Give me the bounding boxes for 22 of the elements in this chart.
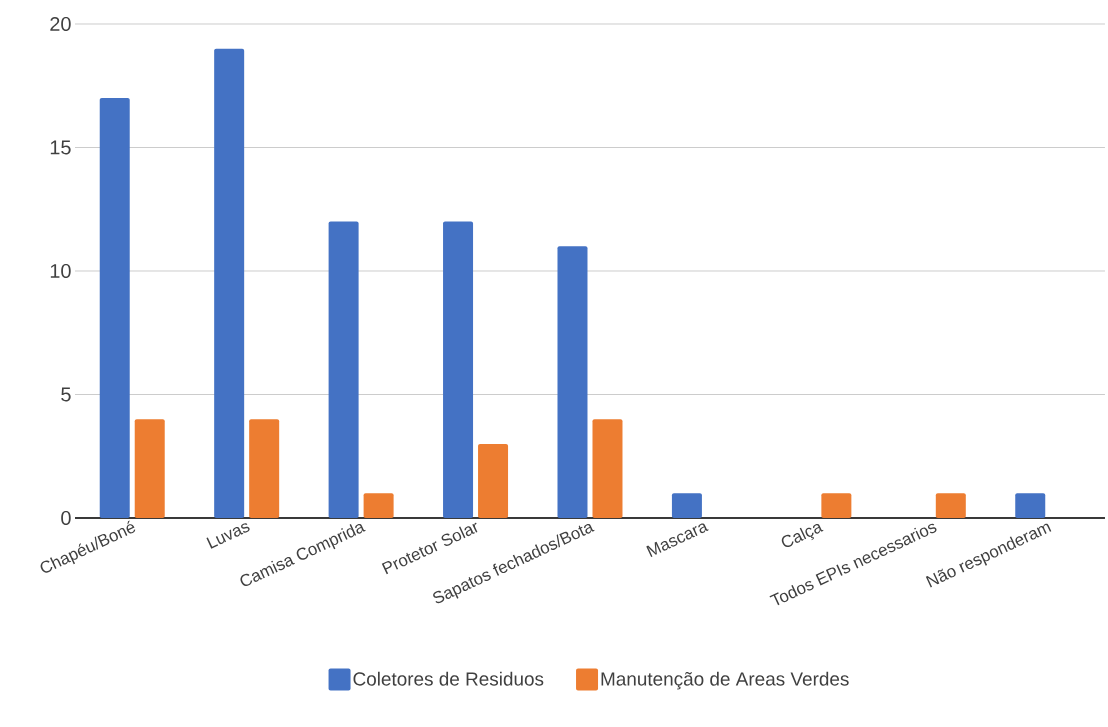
bar: [443, 221, 474, 518]
bar: [935, 493, 966, 518]
bar: [557, 246, 588, 518]
x-tick-label: Luvas: [206, 523, 250, 549]
bar: [478, 443, 509, 518]
bar: [821, 493, 852, 518]
legend-label: Manutenção de Areas Verdes: [601, 671, 849, 690]
bar: [134, 419, 165, 518]
bar: [249, 419, 280, 518]
bar: [328, 221, 359, 518]
y-tick-label: 5: [61, 387, 71, 402]
bar: [592, 419, 623, 518]
y-tick-label: 10: [50, 263, 71, 279]
x-tick-label: Calça: [781, 523, 824, 548]
bar: [363, 493, 394, 518]
bar: [1015, 493, 1046, 518]
bar: [671, 493, 702, 518]
bar: [214, 48, 245, 518]
legend-label: Coletores de Residuos: [353, 671, 544, 686]
y-tick-label: 20: [50, 16, 71, 32]
y-tick-label: 15: [50, 140, 71, 155]
bar: [99, 98, 130, 518]
